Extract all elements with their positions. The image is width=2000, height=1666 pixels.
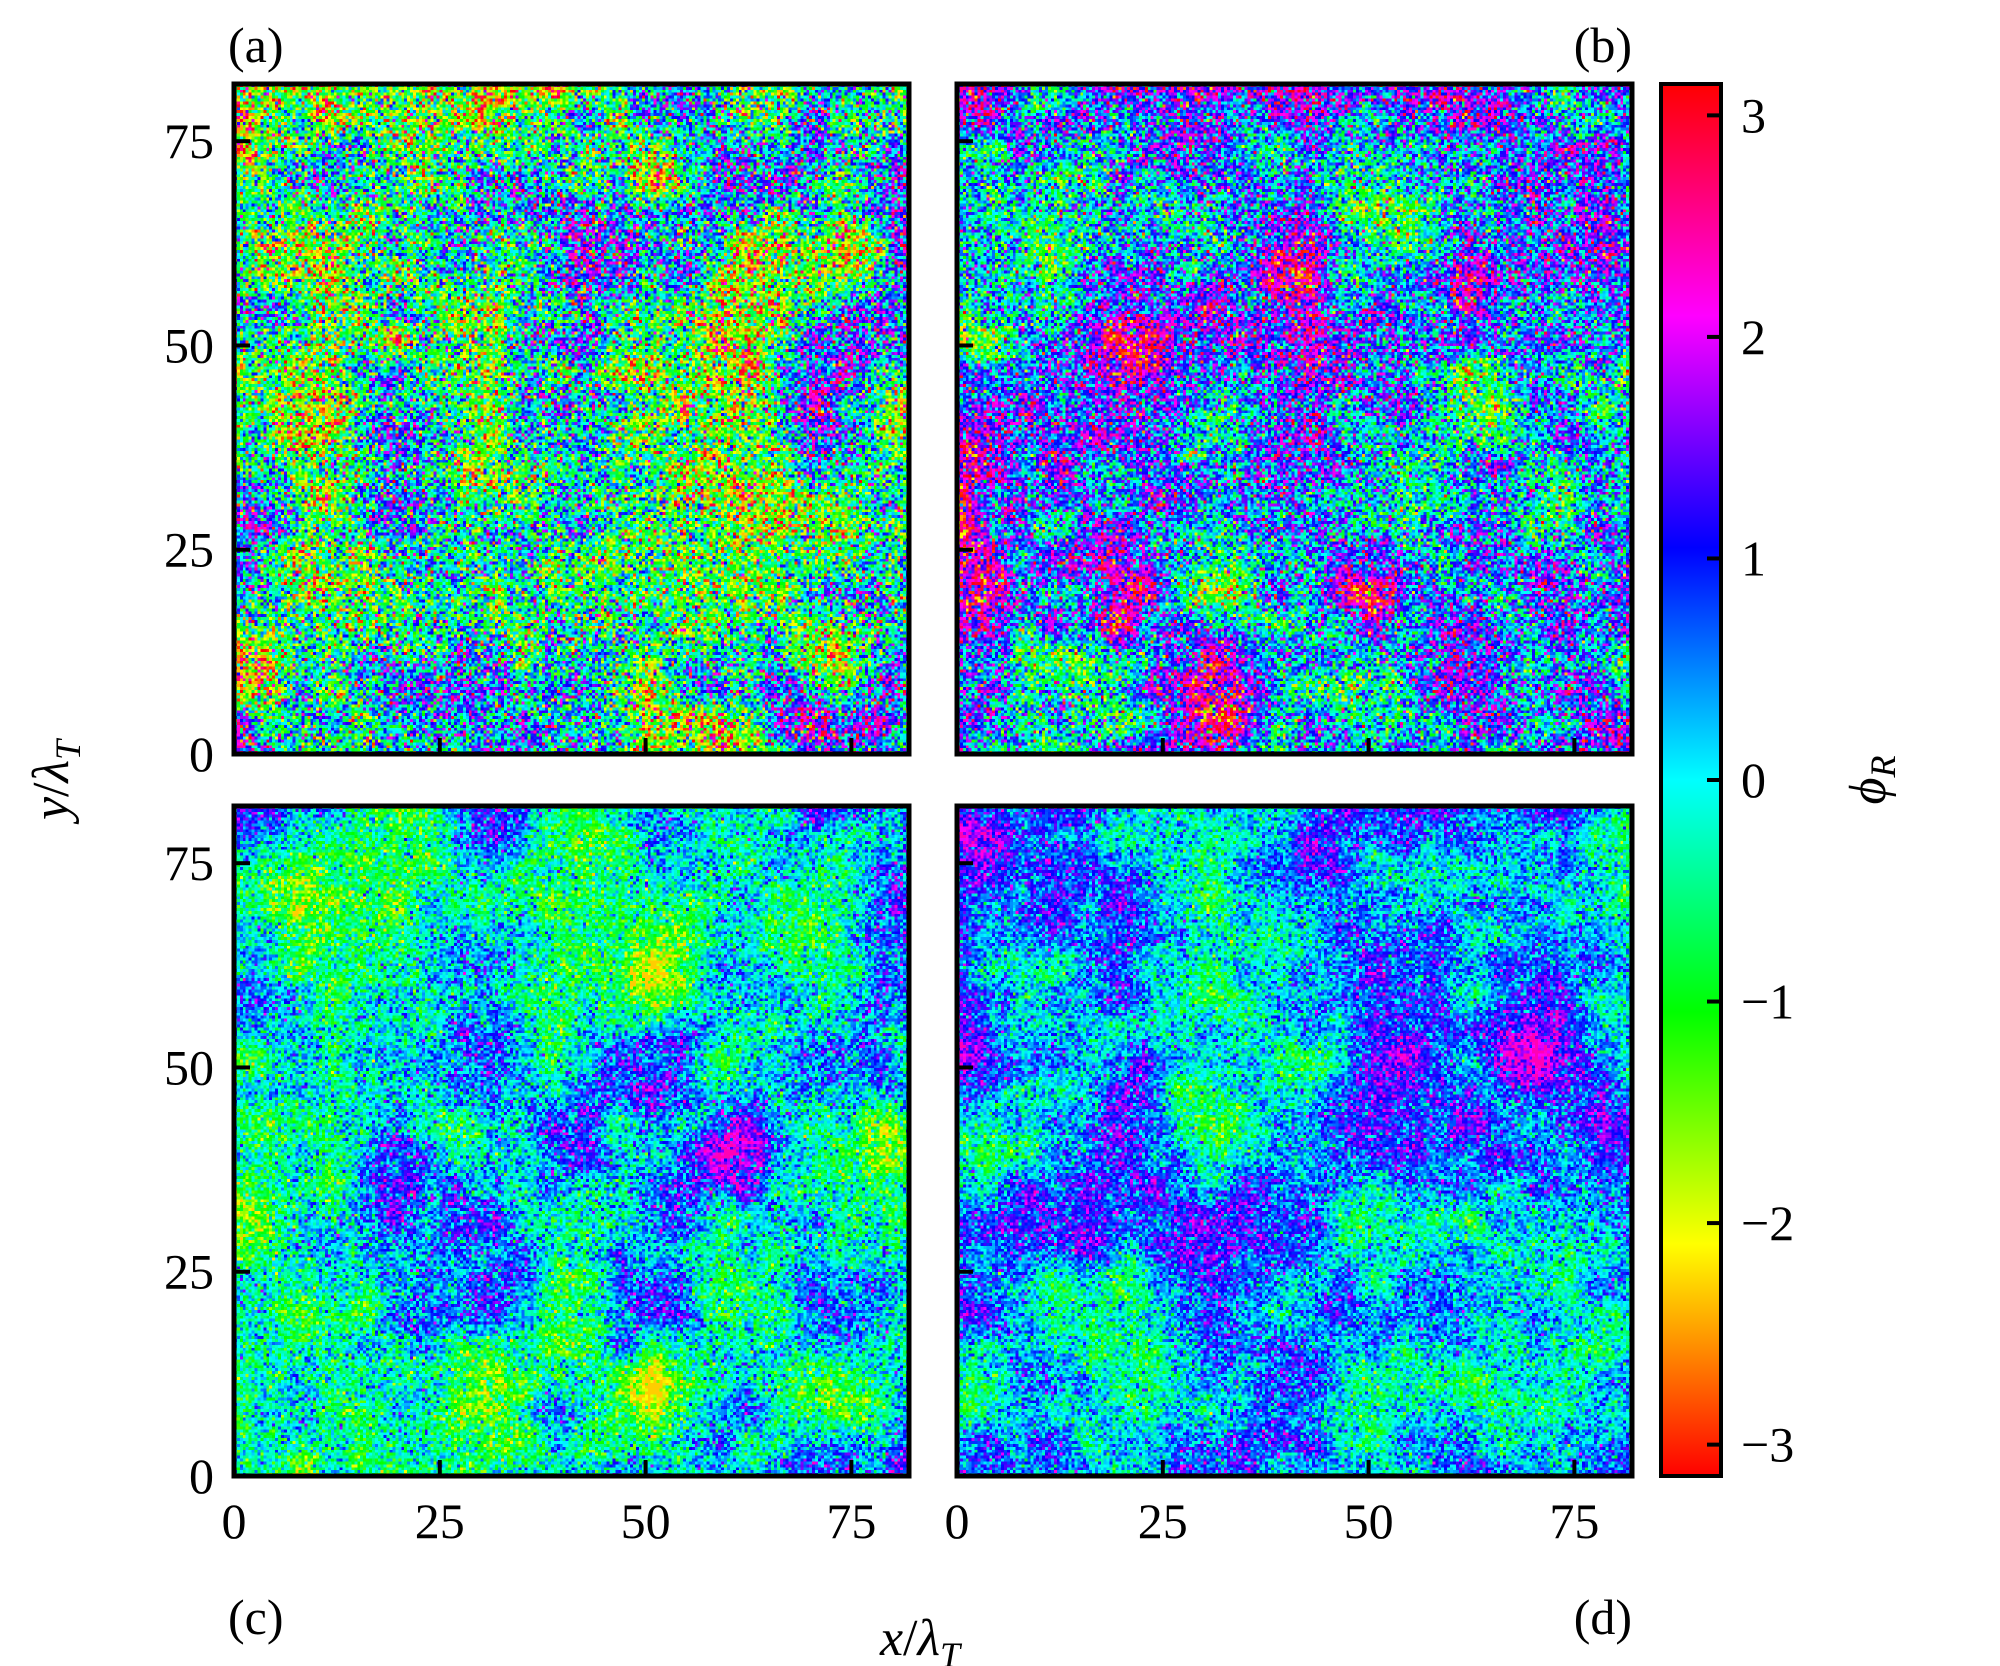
panel-d: 0 25 50 75 (d) [945, 803, 1635, 1645]
phase-field-image [957, 84, 1632, 754]
colorbar-tick-label: 2 [1741, 309, 1766, 365]
x-tick-label: 25 [415, 1493, 465, 1549]
y-tick-label: 50 [164, 1039, 214, 1095]
colorbar-tick-label: −1 [1741, 974, 1794, 1030]
colorbar-tick-label: 3 [1741, 87, 1766, 143]
panel-a: 0 25 50 75(a) [164, 17, 912, 782]
colorbar-label: ϕR [1840, 756, 1903, 805]
phase-field-image [957, 806, 1632, 1476]
axis-labels: x/λT y/λT [23, 737, 963, 1666]
y-tick-label: 0 [189, 726, 214, 782]
panel-c: 0 25 50 75 0 25 50 75 (c) [164, 803, 912, 1645]
y-tick-label: 75 [164, 113, 214, 169]
y-tick-label: 25 [164, 1244, 214, 1300]
panel-frame [231, 803, 912, 1479]
panel-frame [231, 81, 912, 757]
x-tick-label: 0 [222, 1493, 247, 1549]
panel-label: (d) [1574, 1589, 1632, 1645]
panel-frame [954, 81, 1635, 757]
y-tick-label: 75 [164, 835, 214, 891]
panel-label: (a) [228, 17, 284, 73]
x-axis-label: x/λT [879, 1610, 963, 1666]
colorbar: 3 2 1 0 −1 −2 −3 ϕR [1659, 82, 1903, 1478]
x-tick-label: 0 [945, 1493, 970, 1549]
y-axis-label: y/λT [23, 737, 88, 825]
x-tick-label: 50 [621, 1493, 671, 1549]
x-tick-label: 25 [1138, 1493, 1188, 1549]
colorbar-tick-label: 0 [1741, 752, 1766, 808]
y-tick-label: 25 [164, 522, 214, 578]
y-tick-label: 50 [164, 317, 214, 373]
colorbar-tick-label: −3 [1741, 1417, 1794, 1473]
colorbar-tick-label: −2 [1741, 1195, 1794, 1251]
panel-frame [954, 803, 1635, 1479]
colorbar-tick-label: 1 [1741, 530, 1766, 586]
panel-label: (b) [1574, 17, 1632, 73]
x-tick-label: 75 [826, 1493, 876, 1549]
y-tick-label: 0 [189, 1448, 214, 1504]
phase-field-image [234, 84, 909, 754]
x-tick-label: 75 [1549, 1493, 1599, 1549]
phase-field-image [234, 806, 909, 1476]
panel-label: (c) [228, 1589, 284, 1645]
panel-b: (b) [954, 17, 1635, 757]
x-tick-label: 50 [1344, 1493, 1394, 1549]
